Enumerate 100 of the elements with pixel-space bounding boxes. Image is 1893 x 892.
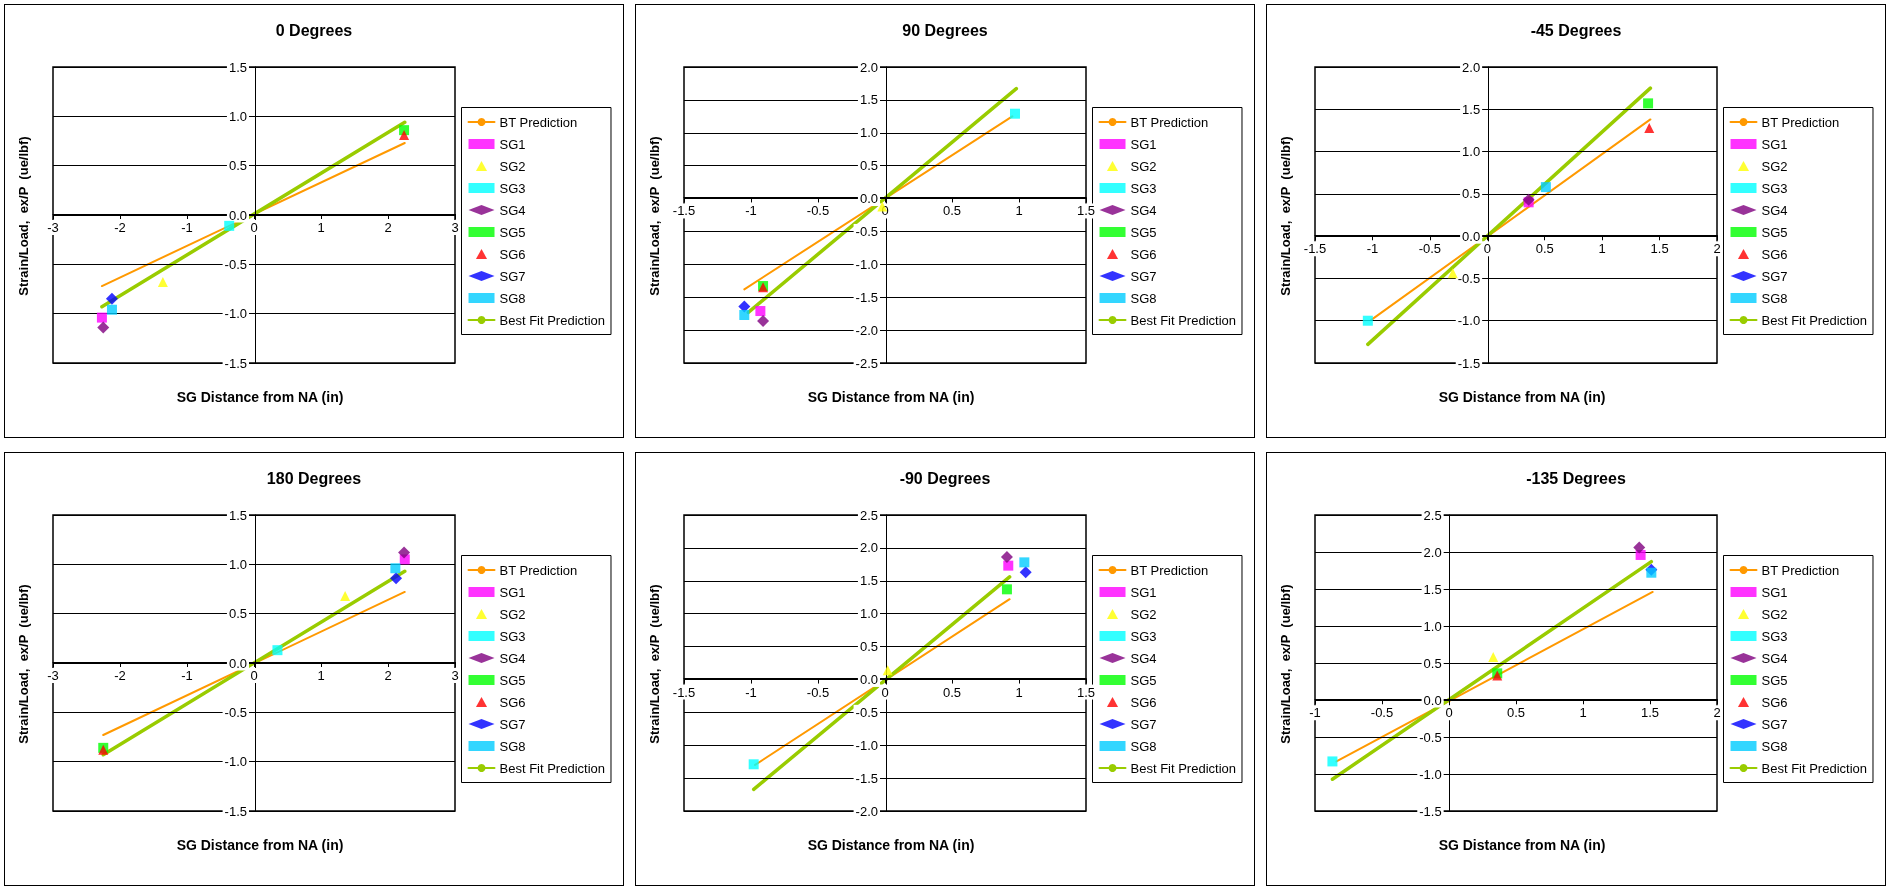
legend-label: SG2 xyxy=(1761,606,1788,622)
x-tick-label: 2 xyxy=(1713,705,1721,721)
x-tick-label: -1 xyxy=(1366,241,1379,257)
legend-label: BT Prediction xyxy=(499,114,578,130)
x-tick-label: 1.5 xyxy=(1076,203,1096,219)
legend-label: Best Fit Prediction xyxy=(499,760,606,776)
legend-label: SG2 xyxy=(1130,606,1157,622)
x-tick-label: -2 xyxy=(114,220,126,235)
legend-label: SG6 xyxy=(1761,246,1788,262)
chart-title: 180 Degrees xyxy=(266,469,362,487)
x-tick-label: 1 xyxy=(1598,241,1606,257)
y-tick-label: -1.5 xyxy=(1419,803,1442,819)
y-tick-label: -1.0 xyxy=(224,754,247,770)
y-tick-label: 0.0 xyxy=(1462,228,1481,244)
y-tick-label: -2.5 xyxy=(855,355,878,371)
y-tick-label: 0.5 xyxy=(1462,186,1481,202)
legend-label: SG1 xyxy=(499,584,526,600)
y-tick-label: -0.5 xyxy=(1457,270,1481,286)
legend-label: Best Fit Prediction xyxy=(1130,760,1237,776)
legend-label: SG4 xyxy=(499,202,526,218)
x-tick-label: 0 xyxy=(1445,705,1453,721)
y-tick-label: -1.0 xyxy=(855,737,878,753)
y-tick-label: 1.5 xyxy=(228,507,247,523)
legend-label: SG5 xyxy=(1761,672,1788,688)
y-tick-label: 2.0 xyxy=(859,540,878,556)
x-axis-title: SG Distance from NA (in) xyxy=(1438,389,1606,405)
y-tick-label: 2.0 xyxy=(859,59,878,75)
y-tick-label: 0.5 xyxy=(228,606,247,622)
chart-title: 90 Degrees xyxy=(902,21,988,39)
y-tick-label: 0.0 xyxy=(228,207,247,223)
y-tick-label: 2.0 xyxy=(1462,59,1481,75)
x-tick-label: 0 xyxy=(250,668,258,683)
y-tick-label: 1.5 xyxy=(859,573,878,589)
legend-label: Best Fit Prediction xyxy=(1130,312,1237,328)
y-tick-label: 1.0 xyxy=(859,606,878,622)
legend-label: SG5 xyxy=(1130,224,1157,240)
y-tick-label: 1.0 xyxy=(1423,618,1442,634)
y-tick-label: 0.0 xyxy=(1423,692,1442,708)
y-tick-label: 1.0 xyxy=(859,125,878,141)
legend-label: SG3 xyxy=(1130,180,1157,196)
legend-label: SG7 xyxy=(1761,716,1788,732)
legend-label: SG8 xyxy=(1130,738,1157,754)
y-tick-label: 0.0 xyxy=(228,655,247,671)
y-tick-label: 1.0 xyxy=(228,108,247,124)
legend-label: SG8 xyxy=(1761,738,1788,754)
legend-label: SG4 xyxy=(1761,650,1788,666)
x-tick-label: -0.5 xyxy=(806,684,830,700)
y-tick-label: 1.5 xyxy=(859,92,878,108)
y-tick-label: -1.5 xyxy=(855,770,878,786)
legend-label: SG3 xyxy=(499,180,526,196)
x-tick-label: 3 xyxy=(451,668,459,683)
legend-label: SG1 xyxy=(1761,136,1788,152)
legend-label: SG4 xyxy=(1130,650,1157,666)
legend-label: SG8 xyxy=(499,738,526,754)
y-tick-label: -1.0 xyxy=(1419,766,1442,782)
y-axis-title: Strain/Load, ex/P (ue/lbf) xyxy=(646,136,662,296)
x-tick-label: -1 xyxy=(1309,705,1321,721)
x-axis-title: SG Distance from NA (in) xyxy=(1438,837,1606,853)
legend-label: SG8 xyxy=(1761,290,1788,306)
x-axis-title: SG Distance from NA (in) xyxy=(176,837,344,853)
legend-label: SG2 xyxy=(1130,158,1157,174)
legend-label: SG2 xyxy=(1761,158,1788,174)
y-tick-label: -1.0 xyxy=(224,306,247,322)
x-tick-label: -0.5 xyxy=(1370,705,1394,721)
legend-label: BT Prediction xyxy=(1130,562,1209,578)
legend-label: SG4 xyxy=(1130,202,1157,218)
x-tick-label: 0 xyxy=(881,684,889,700)
y-axis-title: Strain/Load, ex/P (ue/lbf) xyxy=(1277,584,1293,744)
chart-title: -135 Degrees xyxy=(1526,469,1626,487)
y-tick-label: 2.5 xyxy=(1423,507,1442,523)
x-tick-label: -3 xyxy=(47,668,59,683)
legend-label: SG5 xyxy=(499,224,526,240)
legend-label: SG3 xyxy=(499,628,526,644)
y-tick-label: -1.5 xyxy=(1457,355,1481,371)
chart-title: -90 Degrees xyxy=(899,469,991,487)
x-axis-title: SG Distance from NA (in) xyxy=(176,389,344,405)
legend-label: SG3 xyxy=(1130,628,1157,644)
legend-label: SG6 xyxy=(499,246,526,262)
legend-label: Best Fit Prediction xyxy=(1761,760,1868,776)
legend-label: SG1 xyxy=(1130,136,1157,152)
y-tick-label: -0.5 xyxy=(224,256,247,272)
legend-label: BT Prediction xyxy=(1761,114,1840,130)
y-tick-label: -1.0 xyxy=(855,256,878,272)
x-axis-title: SG Distance from NA (in) xyxy=(807,389,975,405)
y-tick-label: -2.0 xyxy=(855,803,878,819)
chart-title: -45 Degrees xyxy=(1530,21,1622,39)
legend-label: SG1 xyxy=(1130,584,1157,600)
legend-label: BT Prediction xyxy=(1761,562,1840,578)
x-tick-label: 2 xyxy=(384,668,392,683)
y-tick-label: -1.5 xyxy=(224,355,247,371)
legend-label: SG7 xyxy=(1130,268,1157,284)
y-tick-label: 0.0 xyxy=(859,671,878,687)
x-axis-title: SG Distance from NA (in) xyxy=(807,837,975,853)
y-tick-label: 1.0 xyxy=(1462,144,1481,160)
legend-label: SG7 xyxy=(1761,268,1788,284)
y-tick-label: -2.0 xyxy=(855,322,878,338)
legend-label: Best Fit Prediction xyxy=(499,312,606,328)
y-tick-label: 2.0 xyxy=(1423,544,1442,560)
y-tick-label: -1.5 xyxy=(855,289,878,305)
legend-label: SG6 xyxy=(499,694,526,710)
